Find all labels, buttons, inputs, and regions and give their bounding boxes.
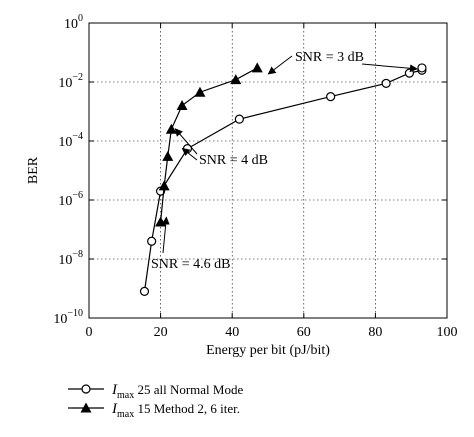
axis-ticks: 0 20 40 60 80 100 100 10−2 10−4 10−6 10−8 10−10: [53, 13, 457, 340]
data-point-circle: [234, 114, 244, 124]
data-point-triangle: [162, 150, 174, 161]
annotation-arrow: [267, 55, 293, 75]
data-point-circle: [326, 91, 336, 102]
y-tick-label: 10−10: [53, 308, 83, 327]
y-tick-label: 10−2: [58, 72, 83, 91]
x-tick-label: 80: [368, 325, 382, 340]
legend-label: Imax 15 Method 2, 6 iter.: [111, 401, 240, 420]
y-axis-label: BER: [26, 156, 41, 184]
annotation-arrow: [161, 216, 170, 254]
data-point-circle: [81, 384, 91, 394]
data-point-triangle: [155, 216, 167, 227]
x-tick-label: 40: [225, 325, 239, 340]
y-tick-label: 10−6: [58, 190, 83, 209]
data-point-circle: [147, 236, 157, 246]
annotations: SNR = 3 dB SNR = 4 dB SNR = 4.6 dB: [151, 50, 418, 272]
plot-frame: [88, 22, 448, 319]
annotation-arrow: [361, 63, 418, 73]
legend-label: Imax 25 all Normal Mode: [111, 382, 243, 401]
y-tick-label: 100: [64, 13, 83, 32]
data-point-triangle: [251, 62, 263, 73]
data-point-circle: [404, 68, 415, 78]
data-point-triangle: [165, 123, 177, 134]
data-point-triangle: [176, 99, 188, 110]
annotation-label: SNR = 4.6 dB: [151, 257, 230, 272]
x-tick-label: 20: [154, 325, 168, 340]
series-2: [155, 62, 263, 227]
annotation-snr4: SNR = 4 dB: [174, 128, 268, 168]
x-tick-label: 0: [86, 325, 93, 340]
data-point-triangle: [80, 402, 92, 413]
data-point-circle: [139, 286, 150, 296]
legend-entry: Imax 25 all Normal Mode: [68, 382, 243, 401]
annotation-label: SNR = 3 dB: [295, 50, 364, 65]
legend-entry: Imax 15 Method 2, 6 iter.: [68, 401, 240, 420]
data-point-circle: [381, 78, 391, 88]
x-tick-label: 60: [297, 325, 311, 340]
annotation-arrow: [181, 147, 198, 161]
annotation-arrow: [174, 128, 198, 155]
annotation-snr46: SNR = 4.6 dB: [151, 216, 230, 272]
grid-lines: [89, 23, 447, 318]
data-point-triangle: [194, 86, 206, 97]
y-tick-label: 10−4: [58, 131, 83, 150]
data-point-circle: [417, 63, 427, 73]
x-axis-label: Energy per bit (pJ/bit): [206, 343, 330, 358]
annotation-label: SNR = 4 dB: [199, 153, 268, 168]
data-point-triangle: [230, 74, 242, 85]
data-point-triangle: [158, 180, 170, 191]
x-tick-label: 100: [437, 325, 458, 340]
series-line: [160, 67, 258, 223]
annotation-snr3: SNR = 3 dB: [267, 50, 418, 75]
y-tick-label: 10−8: [58, 249, 83, 268]
